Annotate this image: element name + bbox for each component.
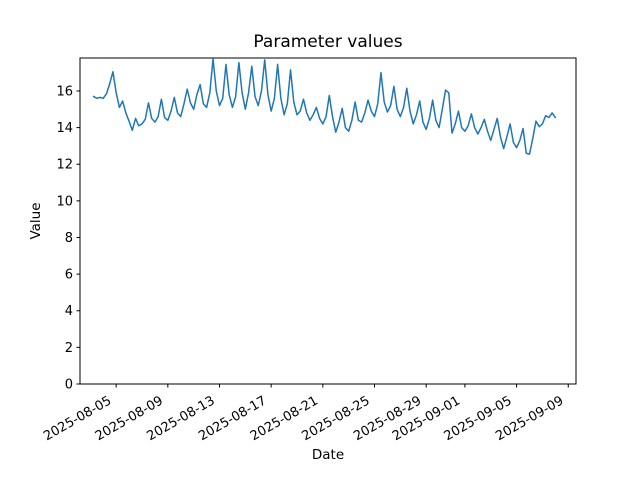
data-series-line <box>92 58 557 155</box>
x-axis-label: Date <box>312 447 344 463</box>
y-tick-label: 4 <box>65 304 73 319</box>
y-tick-label: 6 <box>65 268 73 283</box>
y-tick-label: 12 <box>56 158 73 173</box>
y-tick-label: 8 <box>65 231 73 246</box>
y-tick-label: 14 <box>56 121 73 136</box>
chart-title: Parameter values <box>253 32 402 52</box>
y-axis-label: Value <box>28 202 44 239</box>
y-axis-ticks: 0 2 4 6 8 10 12 14 16 <box>56 84 80 393</box>
x-axis-ticks: 2025-08-052025-08-092025-08-132025-08-17… <box>41 384 569 444</box>
y-tick-label: 10 <box>56 194 73 209</box>
plot-border <box>79 57 577 385</box>
y-tick-label: 0 <box>65 378 73 393</box>
y-tick-label: 16 <box>56 84 73 99</box>
data-series-group <box>92 58 557 155</box>
y-tick-label: 2 <box>65 341 73 356</box>
